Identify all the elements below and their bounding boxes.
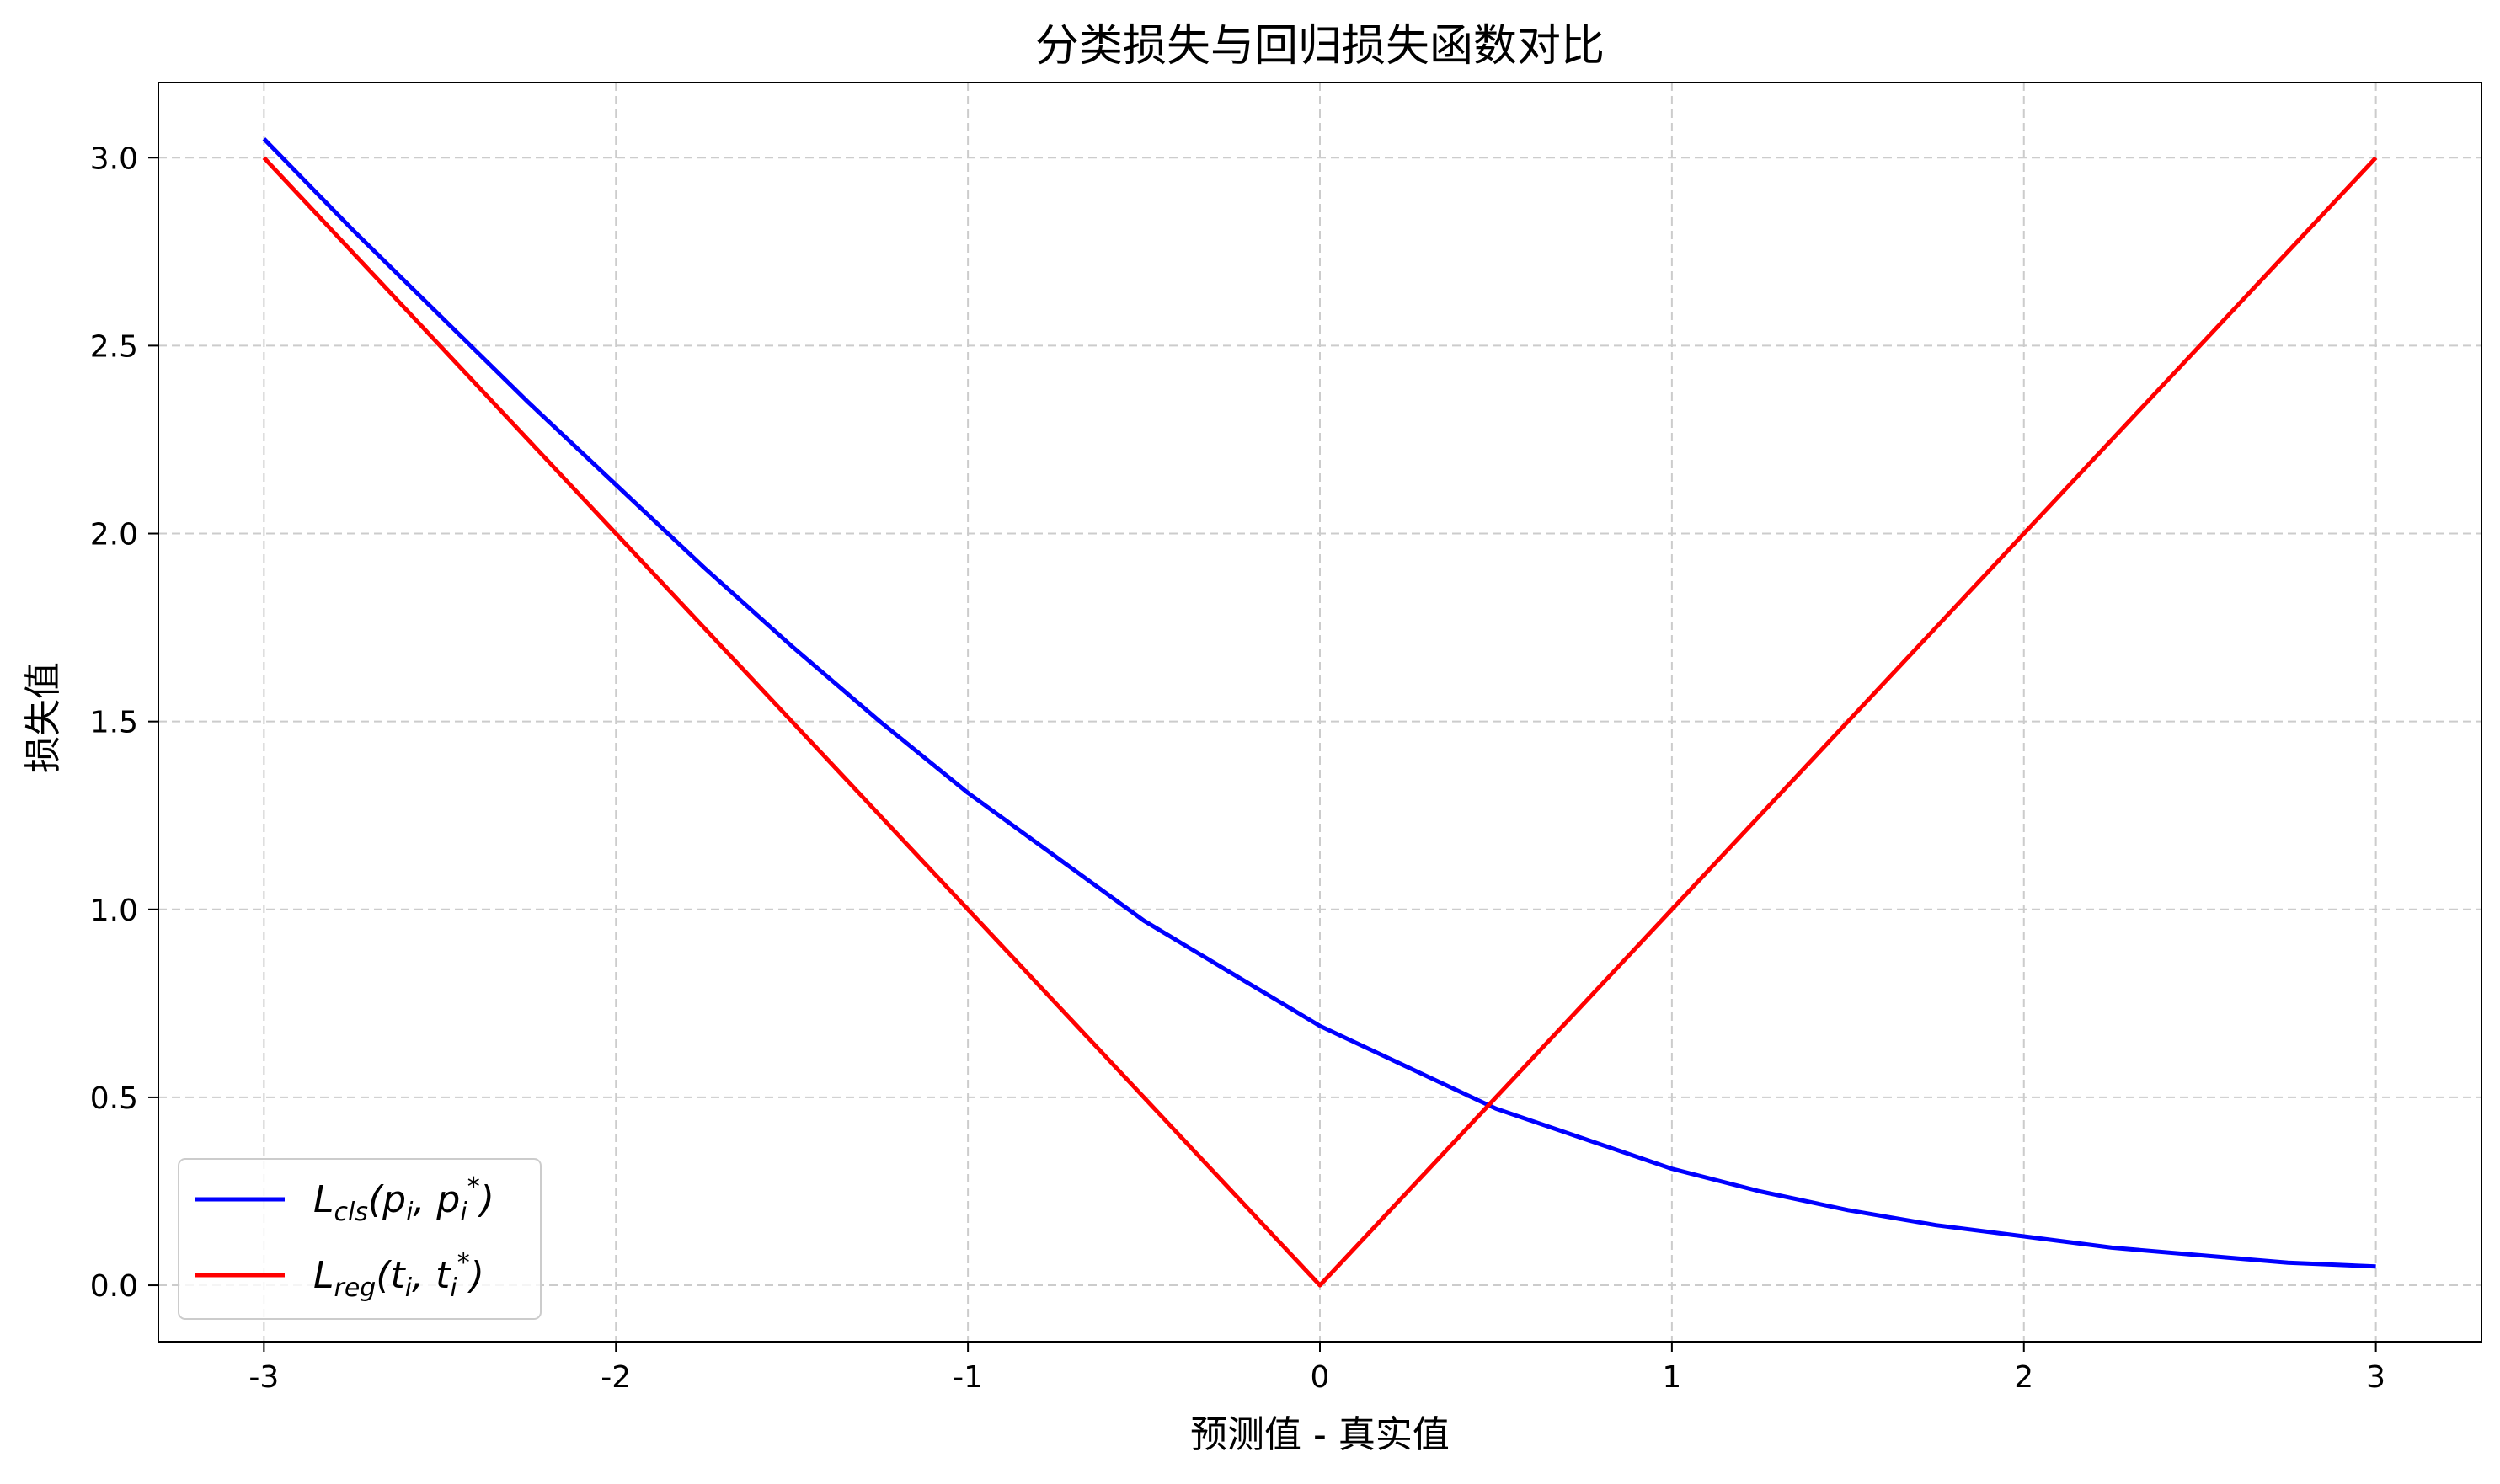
y-tick-label: 0.0 — [90, 1269, 138, 1304]
x-tick-label: 2 — [2014, 1360, 2033, 1395]
x-tick-label: 0 — [1311, 1360, 1330, 1395]
series-layer — [262, 137, 2378, 1288]
x-tick-label: 1 — [1662, 1360, 1681, 1395]
ticks: -3 -2 -1 0 1 2 3 0.0 0.5 1.0 1.5 2.0 2.5 3.0 — [90, 141, 2385, 1395]
y-tick-label: 3.0 — [90, 141, 138, 176]
x-tick-label: -3 — [248, 1360, 279, 1395]
y-tick-label: 1.0 — [90, 894, 138, 928]
legend-label: Lreg(ti, ti*) — [313, 1248, 484, 1303]
x-axis-label: 预测值 - 真实值 — [1190, 1413, 1450, 1456]
y-tick-label: 0.5 — [90, 1081, 138, 1116]
legend-label: Lcls(pi, pi*) — [313, 1172, 494, 1227]
x-tick-label: 3 — [2366, 1360, 2385, 1395]
legend: Lcls(pi, pi*) Lreg(ti, ti*) — [178, 1158, 542, 1320]
chart-title: 分类损失与回归损失函数对比 — [1035, 21, 1605, 72]
y-axis-label: 损失值 — [22, 662, 65, 773]
y-tick-label: 2.0 — [90, 518, 138, 552]
y-tick-label: 2.5 — [90, 329, 138, 364]
series-line-reg — [262, 156, 2378, 1288]
x-tick-label: -1 — [953, 1360, 983, 1395]
x-tick-label: -2 — [601, 1360, 631, 1395]
y-tick-label: 1.5 — [90, 706, 138, 740]
series-line-cls — [262, 137, 2376, 1269]
